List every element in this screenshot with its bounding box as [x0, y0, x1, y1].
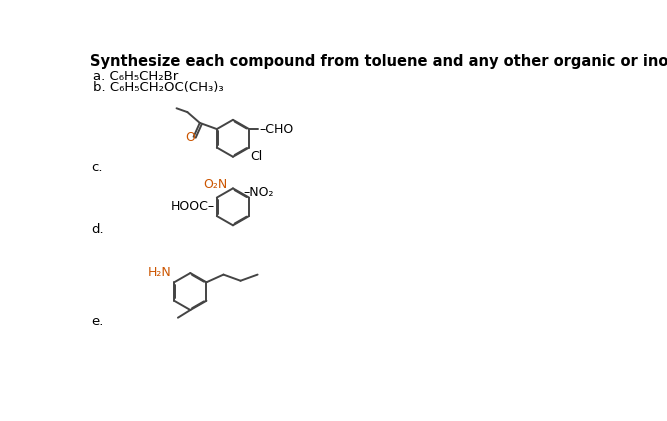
Text: Cl: Cl [251, 150, 263, 163]
Text: HOOC–: HOOC– [170, 200, 215, 213]
Text: H₂N: H₂N [148, 266, 172, 279]
Text: O₂N: O₂N [203, 179, 227, 192]
Text: –CHO: –CHO [259, 123, 293, 136]
Text: c.: c. [91, 161, 103, 174]
Text: –NO₂: –NO₂ [243, 187, 274, 200]
Text: d.: d. [91, 223, 104, 236]
Text: e.: e. [91, 314, 103, 328]
Text: Synthesize each compound from toluene and any other organic or inorganic reagent: Synthesize each compound from toluene an… [89, 54, 667, 69]
Text: a. C₆H₅CH₂Br: a. C₆H₅CH₂Br [93, 70, 178, 83]
Text: O: O [185, 131, 195, 144]
Text: b. C₆H₅CH₂OC(CH₃)₃: b. C₆H₅CH₂OC(CH₃)₃ [93, 81, 223, 94]
